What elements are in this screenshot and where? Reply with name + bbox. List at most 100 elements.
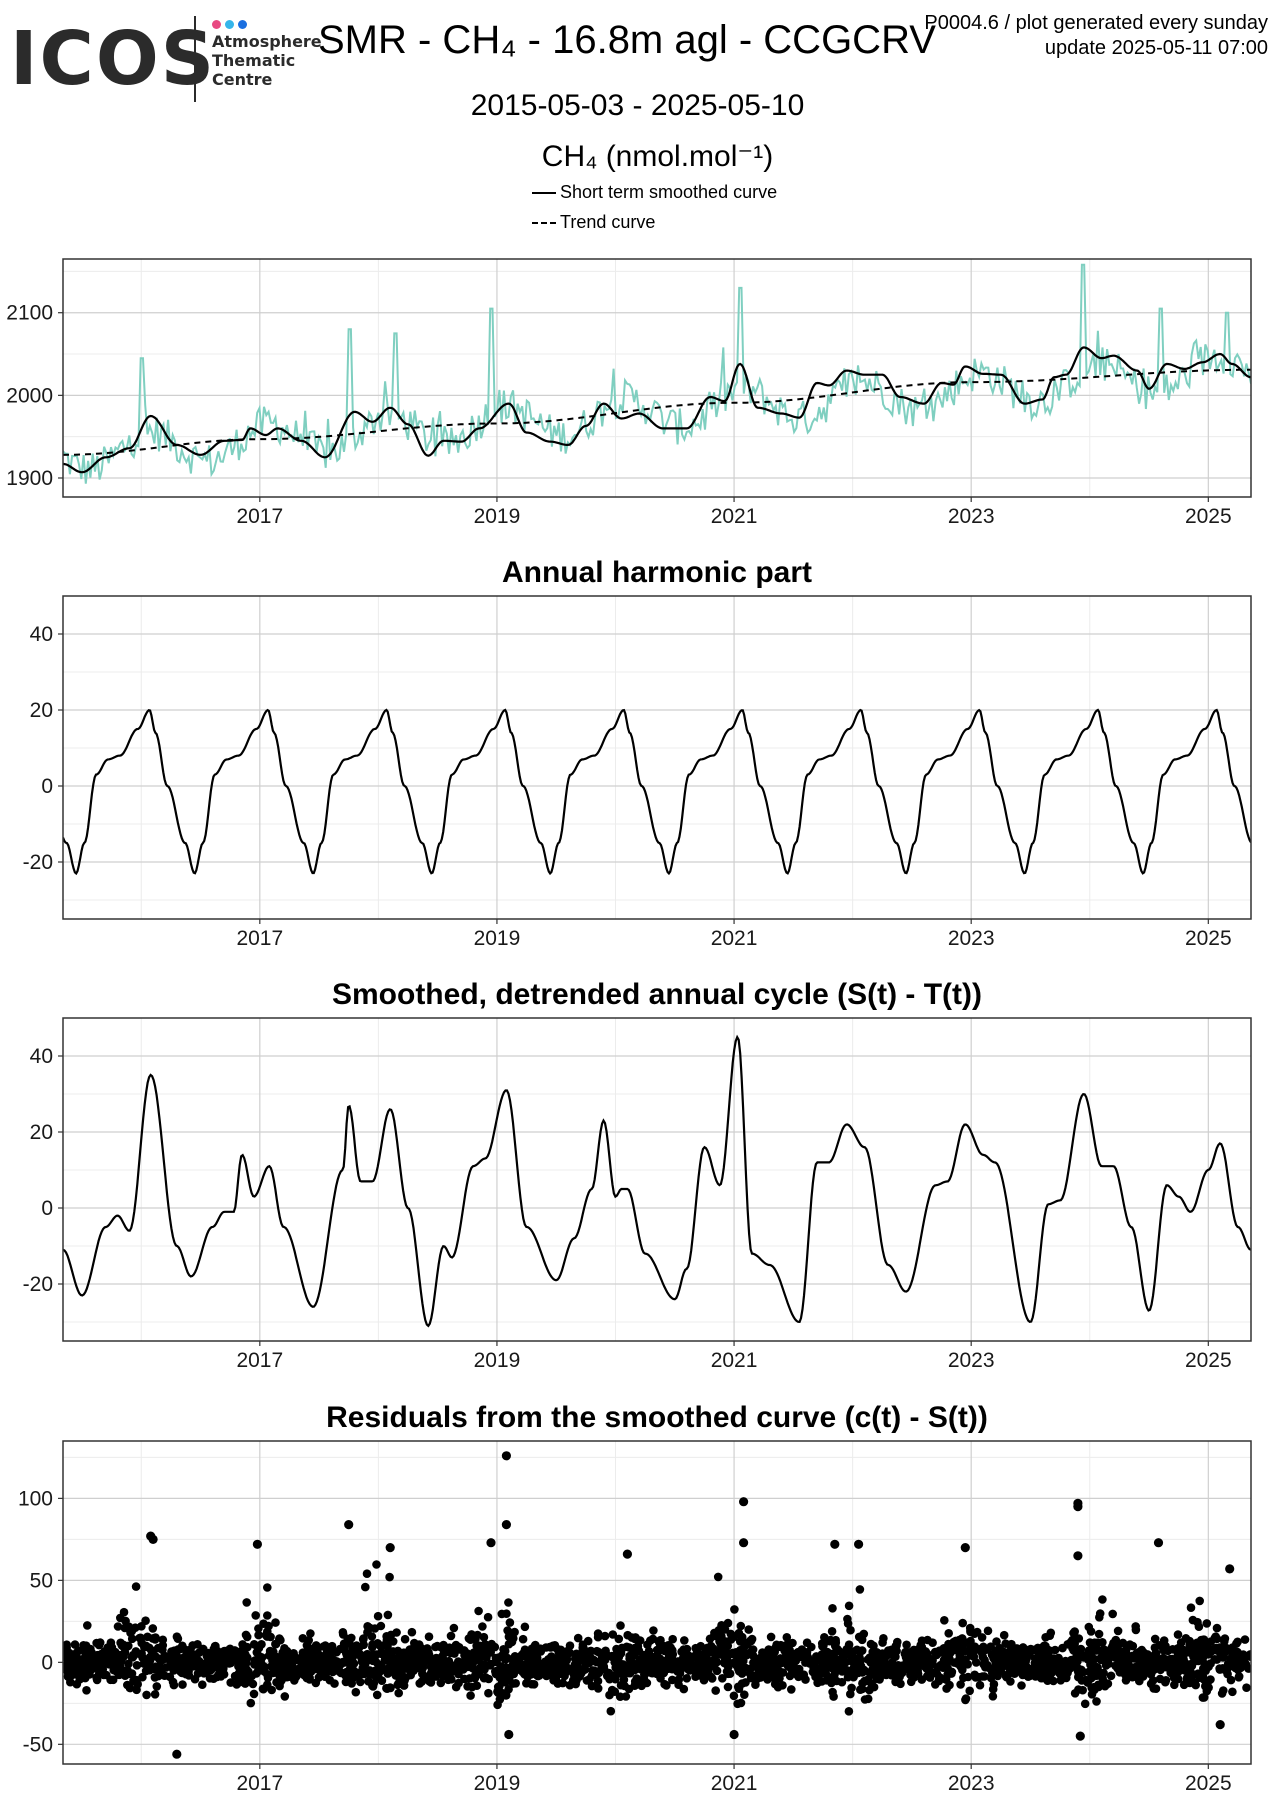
residual-point [1073, 1664, 1083, 1673]
residual-point [422, 1654, 431, 1664]
y-tick-label: 40 [30, 1045, 53, 1068]
residual-point [472, 1681, 482, 1690]
residual-point [527, 1647, 537, 1657]
residual-point [848, 1666, 857, 1675]
residual-point [956, 1680, 965, 1689]
residual-point [823, 1661, 832, 1670]
x-tick-label: 2017 [236, 505, 283, 528]
residual-point [407, 1627, 417, 1637]
residual-point [230, 1671, 240, 1681]
residual-point [361, 1582, 370, 1592]
residual-point [616, 1646, 626, 1656]
residual-point [723, 1669, 733, 1679]
residual-point [306, 1629, 315, 1638]
residual-point [844, 1640, 854, 1649]
residual-point [632, 1674, 642, 1683]
residual-point [317, 1669, 327, 1678]
residual-point [473, 1630, 482, 1640]
residual-point [983, 1626, 993, 1636]
residual-point [1212, 1623, 1222, 1633]
residual-point [423, 1646, 432, 1656]
residual-point [682, 1674, 692, 1683]
residual-outlier-point [854, 1539, 864, 1549]
residual-point [249, 1689, 259, 1699]
residual-point [172, 1632, 182, 1641]
residual-point [132, 1661, 142, 1670]
y-tick-label: -50 [23, 1733, 53, 1756]
residual-point [1191, 1680, 1200, 1690]
residual-point [586, 1646, 596, 1656]
residual-point [142, 1690, 151, 1700]
residual-point [746, 1664, 755, 1674]
data-layer [63, 1034, 1251, 1328]
residual-outlier-point [172, 1749, 182, 1759]
residual-point [348, 1674, 357, 1683]
residual-point [63, 1667, 73, 1677]
residual-point [478, 1622, 487, 1631]
residual-point [376, 1621, 386, 1631]
residual-point [881, 1659, 890, 1668]
panel-border [62, 595, 1252, 920]
residual-point [263, 1611, 272, 1620]
residual-point [271, 1639, 281, 1649]
residual-point [1215, 1665, 1225, 1674]
y-tick-label: 2100 [6, 302, 53, 325]
residual-point [280, 1692, 290, 1701]
residual-point [1100, 1655, 1109, 1664]
residual-point [795, 1652, 805, 1662]
residual-point [380, 1656, 390, 1665]
residual-point [178, 1666, 187, 1675]
residual-point [362, 1569, 372, 1578]
residual-point [742, 1650, 752, 1660]
residual-point [737, 1659, 746, 1668]
residual-point [1063, 1640, 1072, 1649]
residual-point [141, 1616, 150, 1625]
residual-point [715, 1628, 725, 1638]
residual-point [656, 1635, 665, 1645]
panel-4: Residuals from the smoothed curve (c(t) … [18, 1401, 1252, 1795]
residual-point [1031, 1665, 1040, 1674]
residual-point [695, 1658, 705, 1667]
residual-point [464, 1658, 474, 1668]
residual-point [83, 1621, 92, 1630]
residual-point [715, 1637, 724, 1646]
residual-point [1177, 1662, 1187, 1672]
residual-point [1212, 1655, 1222, 1664]
residual-point [614, 1634, 624, 1644]
residual-point [63, 1642, 70, 1651]
residual-point [1052, 1664, 1062, 1673]
residual-point [516, 1663, 525, 1672]
residual-point [707, 1674, 717, 1683]
residual-point [66, 1677, 75, 1687]
residual-point [942, 1684, 951, 1693]
residual-point [1090, 1654, 1099, 1664]
residual-point [375, 1667, 385, 1676]
residual-point [113, 1622, 123, 1631]
residual-point [168, 1677, 178, 1687]
residual-point [1170, 1680, 1179, 1690]
residual-point [446, 1668, 456, 1677]
x-tick-label: 2021 [711, 927, 758, 950]
legend-swatch-solid [532, 192, 556, 195]
residual-point [235, 1678, 244, 1687]
residual-point [127, 1669, 137, 1678]
logo-wordmark: ICOS [10, 16, 217, 102]
residual-point [444, 1675, 453, 1685]
residual-point [1083, 1678, 1092, 1687]
residual-point [1088, 1645, 1097, 1654]
residual-point [1051, 1655, 1060, 1664]
residual-point [70, 1640, 80, 1649]
residual-point [1234, 1672, 1244, 1681]
residual-point [151, 1662, 160, 1672]
residual-point [573, 1633, 583, 1643]
residual-point [955, 1655, 964, 1664]
residual-point [668, 1634, 677, 1644]
residual-point [463, 1682, 472, 1691]
x-tick-label: 2021 [711, 1349, 758, 1372]
units-label: CH₄ (nmol.mol⁻¹) [541, 140, 774, 173]
residual-point [150, 1690, 160, 1699]
residual-point [679, 1684, 689, 1694]
residual-point [837, 1667, 847, 1676]
residual-point [642, 1678, 652, 1688]
residual-point [925, 1673, 935, 1682]
